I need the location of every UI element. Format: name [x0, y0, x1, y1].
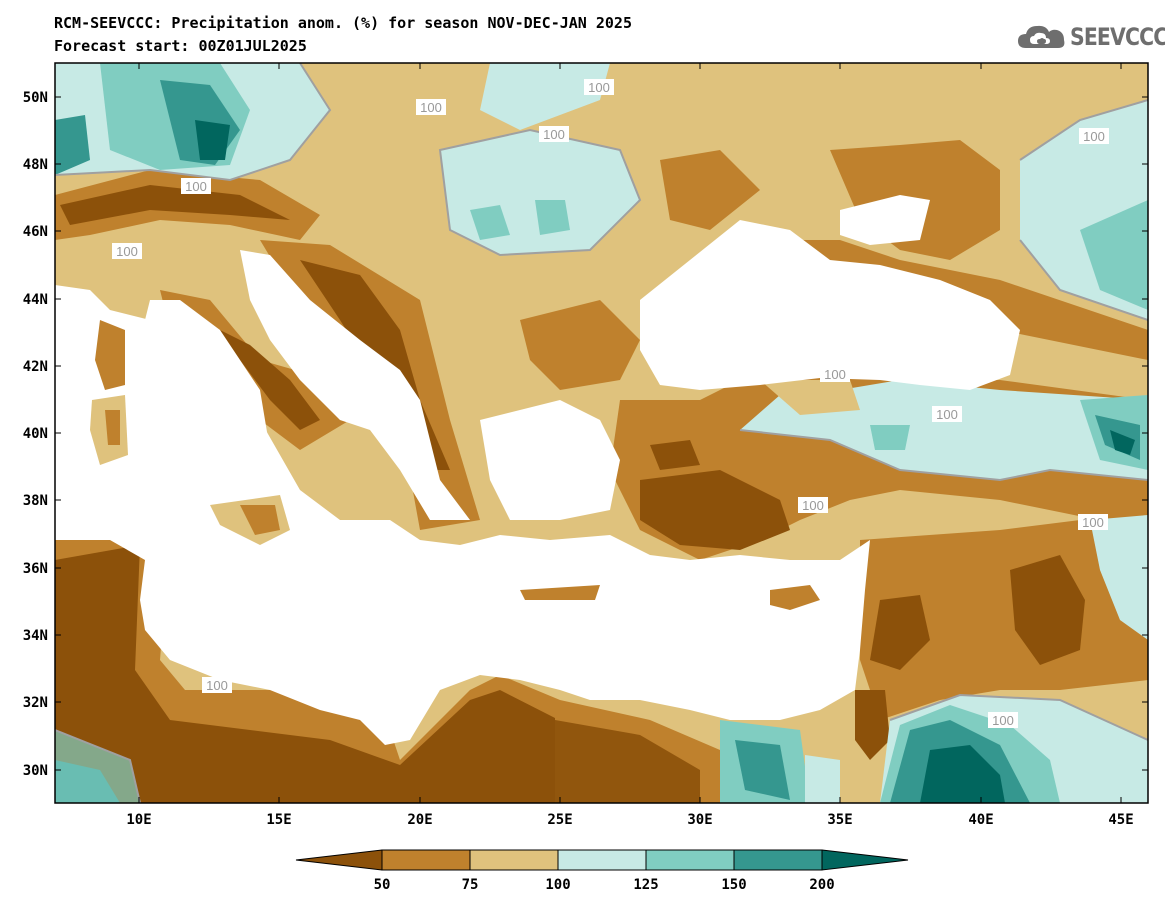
lon-label: 30E — [687, 812, 712, 828]
lon-label: 45E — [1108, 812, 1133, 828]
colorbar-segment-lt50 — [295, 849, 383, 871]
lon-label: 25E — [547, 812, 572, 828]
logo-text: SEEVCCC — [1070, 23, 1165, 51]
svg-text:100: 100 — [420, 100, 442, 115]
map-title: RCM-SEEVCCC: Precipitation anom. (%) for… — [54, 14, 632, 32]
colorbar-tick-label: 50 — [374, 877, 391, 893]
contour-label: 100 — [932, 406, 962, 422]
colorbar-segment-75-100 — [469, 849, 559, 871]
svg-text:100: 100 — [824, 367, 846, 382]
svg-text:100: 100 — [206, 678, 228, 693]
svg-text:100: 100 — [1082, 515, 1104, 530]
longitude-labels: 10E 15E 20E 25E 30E 35E 40E 45E — [126, 812, 1133, 828]
contour-label: 100 — [820, 366, 850, 382]
colorbar-segment-125-150 — [645, 849, 735, 871]
colorbar: 50 75 100 125 150 200 — [295, 849, 909, 893]
contour-labels: 100 100 100 100 100 100 100 100 100 100 … — [112, 79, 1109, 728]
lat-label: 48N — [23, 157, 48, 173]
anomaly-field — [55, 63, 1148, 803]
colorbar-tick-label: 125 — [633, 877, 658, 893]
colorbar-tick-label: 75 — [462, 877, 479, 893]
lat-label: 34N — [23, 628, 48, 644]
contour-label: 100 — [416, 99, 446, 115]
lon-label: 20E — [407, 812, 432, 828]
seevccc-logo: SEEVCCC — [1016, 22, 1165, 52]
lat-label: 50N — [23, 90, 48, 106]
lat-label: 46N — [23, 224, 48, 240]
svg-text:100: 100 — [543, 127, 565, 142]
svg-text:100: 100 — [1083, 129, 1105, 144]
lat-label: 44N — [23, 292, 48, 308]
lon-label: 10E — [126, 812, 151, 828]
svg-text:100: 100 — [185, 179, 207, 194]
forecast-start-label: Forecast start: 00Z01JUL2025 — [54, 37, 307, 55]
contour-label: 100 — [112, 243, 142, 259]
lat-label: 32N — [23, 695, 48, 711]
contour-100-lines — [55, 63, 1148, 803]
svg-text:100: 100 — [992, 713, 1014, 728]
colorbar-tick-label: 150 — [721, 877, 746, 893]
svg-text:100: 100 — [116, 244, 138, 259]
lat-label: 36N — [23, 561, 48, 577]
contour-label: 100 — [181, 178, 211, 194]
colorbar-segment-gt200 — [821, 849, 909, 871]
svg-text:100: 100 — [588, 80, 610, 95]
colorbar-segment-50-75 — [381, 849, 471, 871]
colorbar-segment-100-125 — [557, 849, 647, 871]
contour-label: 100 — [1079, 128, 1109, 144]
contour-label: 100 — [798, 497, 828, 513]
colorbar-tick-label: 200 — [809, 877, 834, 893]
lat-label: 30N — [23, 763, 48, 779]
latitude-axis — [55, 96, 1148, 771]
colorbar-tick-label: 100 — [545, 877, 570, 893]
svg-text:100: 100 — [936, 407, 958, 422]
contour-label: 100 — [584, 79, 614, 95]
svg-text:100: 100 — [802, 498, 824, 513]
lon-label: 15E — [266, 812, 291, 828]
lon-label: 40E — [968, 812, 993, 828]
lon-label: 35E — [827, 812, 852, 828]
longitude-axis — [138, 63, 1122, 803]
colorbar-segment-150-200 — [733, 849, 823, 871]
contour-label: 100 — [1078, 514, 1108, 530]
contour-label: 100 — [202, 677, 232, 693]
lat-label: 40N — [23, 426, 48, 442]
lat-label: 42N — [23, 359, 48, 375]
lat-label: 38N — [23, 493, 48, 509]
cloud-icon — [1018, 25, 1065, 48]
contour-label: 100 — [988, 712, 1018, 728]
contour-label: 100 — [539, 126, 569, 142]
latitude-labels: 50N 48N 46N 44N 42N 40N 38N 36N 34N 32N … — [23, 90, 48, 779]
